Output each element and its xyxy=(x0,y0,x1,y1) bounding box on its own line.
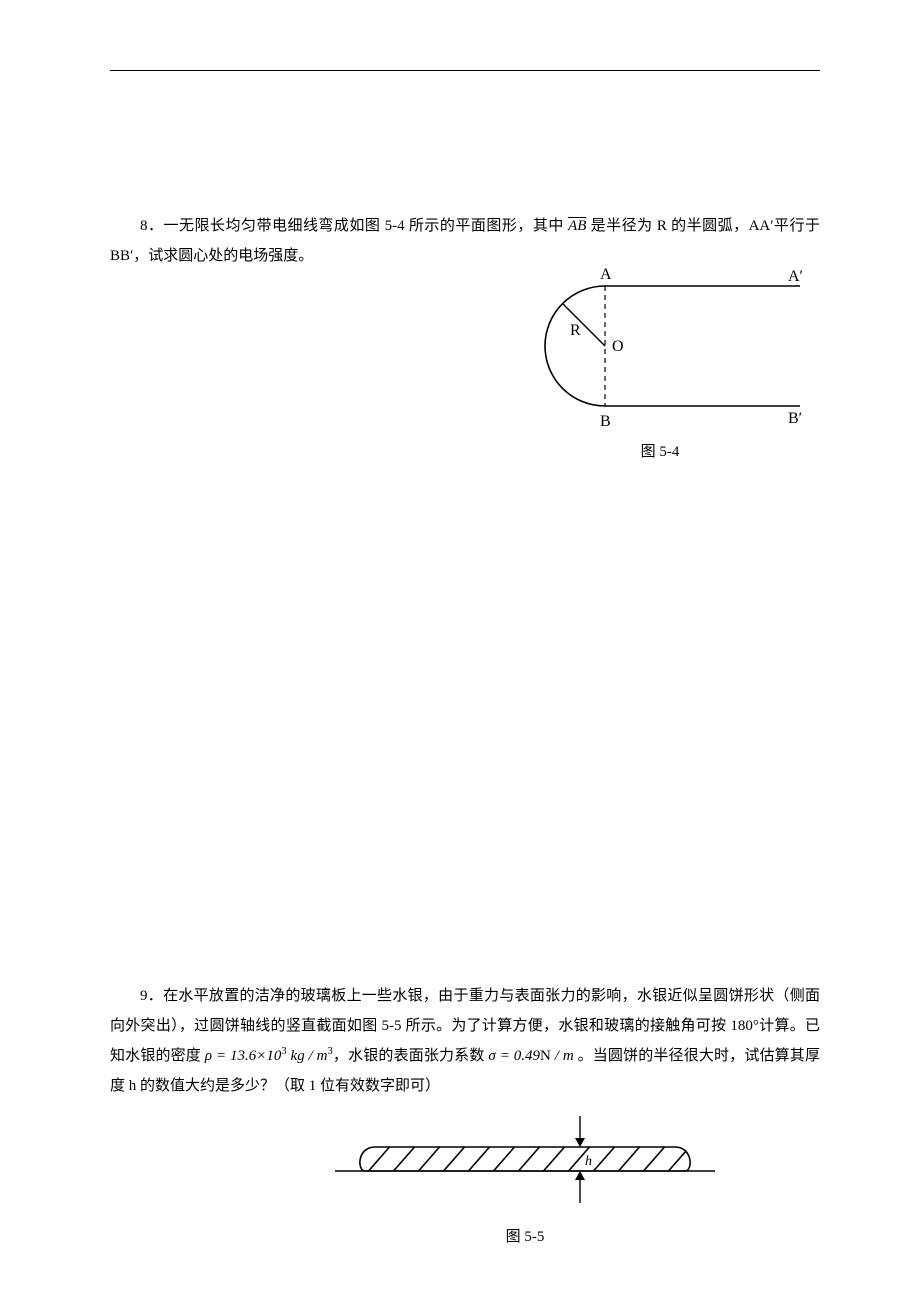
label-A-prime: A′ xyxy=(788,268,803,285)
figure-5-5-svg: h xyxy=(335,1111,715,1221)
problem-8-number: 8． xyxy=(140,218,164,234)
label-O: O xyxy=(612,338,624,355)
label-B: B xyxy=(600,413,611,430)
arc-AB xyxy=(545,286,605,406)
sigma-expression: σ = 0.49N / m xyxy=(488,1048,573,1064)
figure-5-4: A A′ B B′ O R 图 5-4 xyxy=(500,251,820,461)
figure-5-4-caption: 图 5-4 xyxy=(500,440,820,461)
rho-expression: ρ = 13.6×103 kg / m3 xyxy=(205,1048,333,1064)
page-top-rule xyxy=(110,70,820,71)
problem-8-text-1: 一无限长均匀带电细线弯成如图 5-4 所示的平面图形，其中 xyxy=(164,218,569,234)
mercury-outline xyxy=(360,1147,690,1171)
label-h: h xyxy=(585,1154,592,1169)
figure-5-5-caption: 图 5-5 xyxy=(335,1225,715,1246)
mercury-hatch xyxy=(365,1143,693,1175)
figure-5-5: h 图 5-5 xyxy=(335,1111,715,1246)
label-R: R xyxy=(570,322,581,339)
arc-AB-label: AB xyxy=(568,218,586,234)
problem-9-text-2: ，水银的表面张力系数 xyxy=(333,1048,489,1064)
label-A: A xyxy=(600,266,612,283)
h-arrow-lower-head xyxy=(575,1171,585,1180)
problem-9-number: 9． xyxy=(140,988,163,1004)
figure-5-4-svg: A A′ B B′ O R xyxy=(500,251,820,436)
vertical-gap xyxy=(110,461,820,981)
h-arrow-upper-head xyxy=(575,1138,585,1147)
label-B-prime: B′ xyxy=(788,410,802,427)
problem-9: 9．在水平放置的洁净的玻璃板上一些水银，由于重力与表面张力的影响，水银近似呈圆饼… xyxy=(110,981,820,1101)
